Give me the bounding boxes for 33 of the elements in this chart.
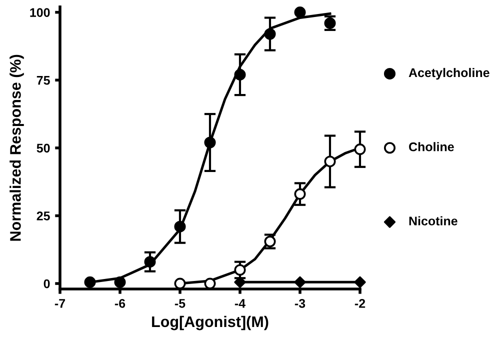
- y-tick-label: 0: [44, 279, 50, 288]
- legend-label: Nicotine: [409, 216, 458, 226]
- point: [144, 256, 156, 268]
- y-tick-label: 75: [36, 76, 50, 85]
- legend-label: Acetylcholine: [408, 68, 490, 80]
- y-axis-title: Normalized Response (%): [10, 54, 24, 241]
- x-tick-label: -5: [174, 299, 186, 308]
- x-tick-label: -2: [354, 299, 366, 308]
- x-tick-label: -4: [234, 299, 246, 308]
- x-tick-label: -3: [294, 299, 306, 308]
- x-tick-label: -7: [54, 299, 66, 308]
- point: [204, 278, 216, 290]
- point: [204, 136, 216, 148]
- point: [324, 156, 336, 168]
- point: [354, 144, 366, 156]
- point: [294, 188, 306, 200]
- legend-label: Choline: [409, 142, 454, 152]
- y-tick-label: 25: [36, 212, 50, 220]
- point: [354, 276, 366, 288]
- point: [114, 276, 126, 288]
- x-axis-title: Log[Agonist](M): [152, 316, 268, 330]
- point: [264, 28, 276, 40]
- point: [84, 276, 96, 288]
- y-tick-label: 50: [36, 144, 50, 153]
- point: [234, 264, 246, 276]
- point: [294, 276, 306, 288]
- point: [174, 278, 186, 290]
- point: [234, 68, 246, 80]
- x-tick-label: -6: [114, 299, 126, 308]
- point: [234, 276, 246, 288]
- point: [174, 220, 186, 232]
- y-tick-label: 100: [30, 8, 50, 17]
- point: [294, 6, 306, 18]
